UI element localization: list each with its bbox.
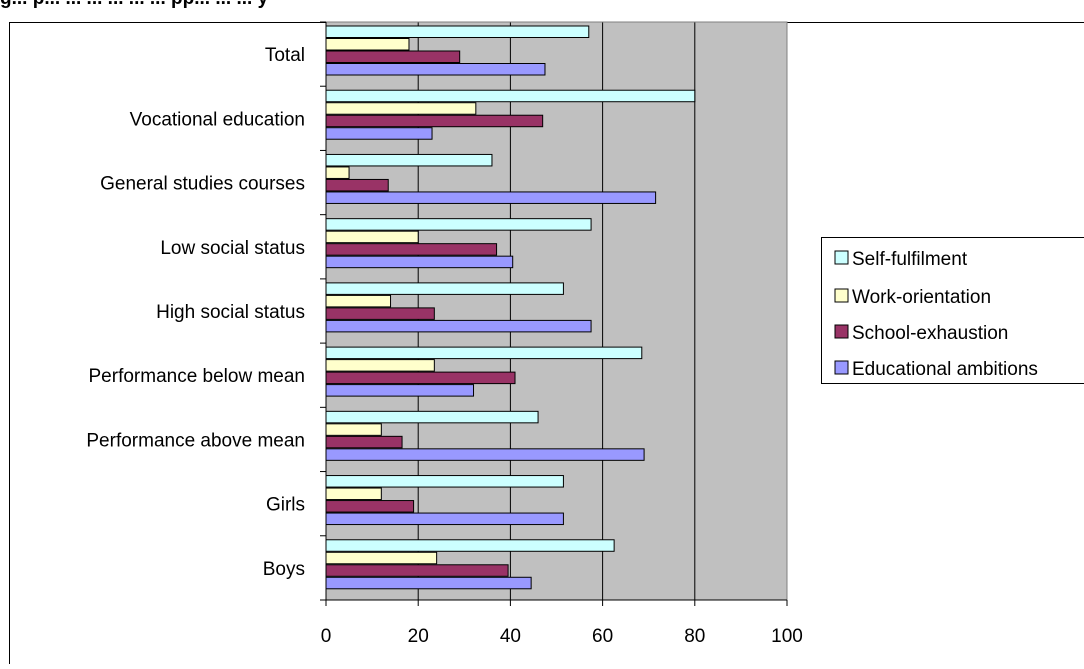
legend-label: School-exhaustion (852, 323, 1008, 344)
y-tick-label: Girls (266, 495, 305, 516)
bar-1-2 (326, 90, 695, 102)
y-tick-label: Performance below mean (89, 366, 306, 387)
legend-swatch (835, 289, 848, 302)
y-tick-label: Vocational education (130, 109, 305, 130)
legend-label: Self-fulfilment (852, 249, 968, 270)
bar-4-9 (326, 577, 531, 589)
legend-swatch (835, 361, 848, 374)
bar-3-8 (326, 501, 414, 513)
bar-3-4 (326, 244, 497, 256)
bar-1-1 (326, 26, 589, 38)
legend-swatch (835, 325, 848, 338)
bar-3-2 (326, 115, 543, 127)
bar-1-8 (326, 476, 563, 488)
bar-2-5 (326, 295, 391, 307)
bar-3-5 (326, 308, 434, 320)
y-tick-label: Low social status (160, 238, 305, 259)
y-tick-label: General studies courses (100, 174, 305, 195)
figure-caption-text: g... p... ... ... ... ... ... pp... ... … (0, 0, 268, 10)
x-tick-label: 100 (771, 626, 803, 647)
x-tick-label: 60 (592, 626, 613, 647)
bar-3-6 (326, 372, 515, 384)
figure-caption-fragment: g... p... ... ... ... ... ... pp... ... … (0, 0, 1084, 10)
bar-3-9 (326, 565, 508, 577)
bar-1-9 (326, 540, 614, 552)
bar-1-3 (326, 154, 492, 166)
bar-2-1 (326, 39, 409, 51)
bar-2-4 (326, 231, 418, 243)
bar-4-1 (326, 64, 545, 76)
bar-2-2 (326, 103, 476, 115)
bar-3-7 (326, 436, 402, 448)
bar-3-3 (326, 179, 388, 191)
bar-4-4 (326, 256, 513, 268)
bar-1-7 (326, 411, 538, 423)
bar-2-3 (326, 167, 349, 179)
legend-label: Educational ambitions (852, 359, 1038, 380)
bar-3-1 (326, 51, 460, 63)
bar-2-9 (326, 552, 437, 564)
y-tick-label: Total (265, 45, 305, 66)
bar-4-7 (326, 449, 644, 461)
x-tick-label: 80 (684, 626, 705, 647)
y-tick-label: High social status (156, 302, 305, 323)
legend-label: Work-orientation (852, 287, 991, 308)
bar-4-8 (326, 513, 563, 525)
x-tick-label: 40 (500, 626, 521, 647)
bar-1-6 (326, 347, 642, 359)
bar-4-3 (326, 192, 656, 204)
bar-4-6 (326, 385, 474, 397)
bar-2-7 (326, 424, 381, 436)
legend-swatch (835, 251, 848, 264)
bar-2-6 (326, 360, 434, 372)
bar-4-5 (326, 320, 591, 332)
bar-1-4 (326, 219, 591, 231)
x-tick-label: 0 (321, 626, 332, 647)
bar-1-5 (326, 283, 563, 295)
bar-4-2 (326, 128, 432, 140)
y-tick-label: Boys (263, 559, 305, 580)
y-tick-label: Performance above mean (86, 430, 305, 451)
x-tick-label: 20 (408, 626, 429, 647)
bar-2-8 (326, 488, 381, 500)
